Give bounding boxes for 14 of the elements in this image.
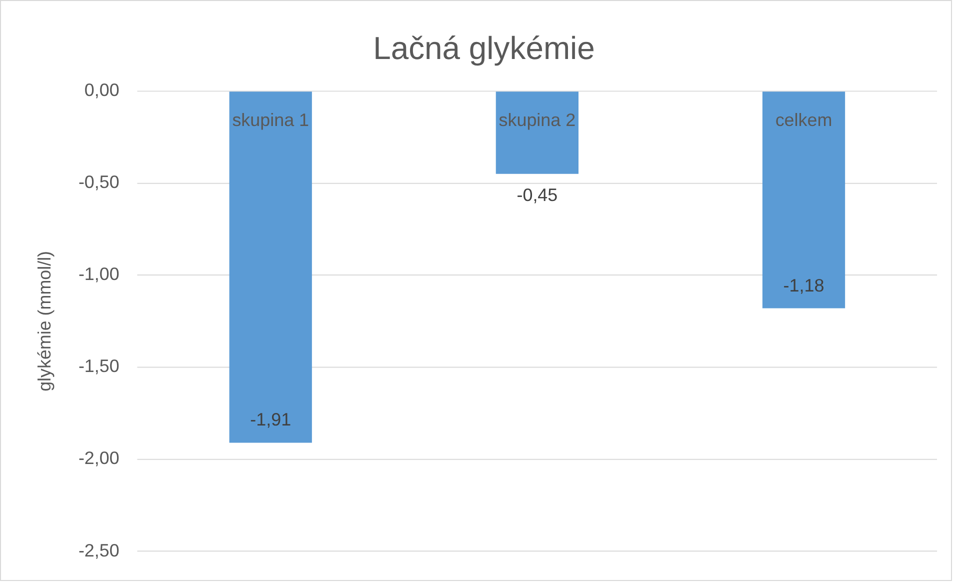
x-tick-label: skupina 2: [498, 110, 576, 130]
y-tick-label: -0,50: [78, 172, 120, 192]
y-tick-label: -1,50: [78, 356, 120, 376]
y-tick-label: -2,50: [78, 540, 120, 560]
x-tick-label: celkem: [775, 110, 832, 130]
data-label: -0,45: [516, 184, 558, 205]
y-tick-label: -2,00: [78, 448, 120, 468]
x-tick-label: skupina 1: [232, 110, 310, 130]
data-label: -1,91: [250, 410, 292, 430]
y-tick-label: 0,00: [84, 80, 120, 100]
y-tick-label: -1,00: [78, 264, 120, 284]
chart-title: Lačná glykémie: [373, 30, 595, 66]
y-axis-title: glykémie (mmol/l): [34, 250, 55, 392]
data-label: -1,18: [783, 275, 824, 296]
